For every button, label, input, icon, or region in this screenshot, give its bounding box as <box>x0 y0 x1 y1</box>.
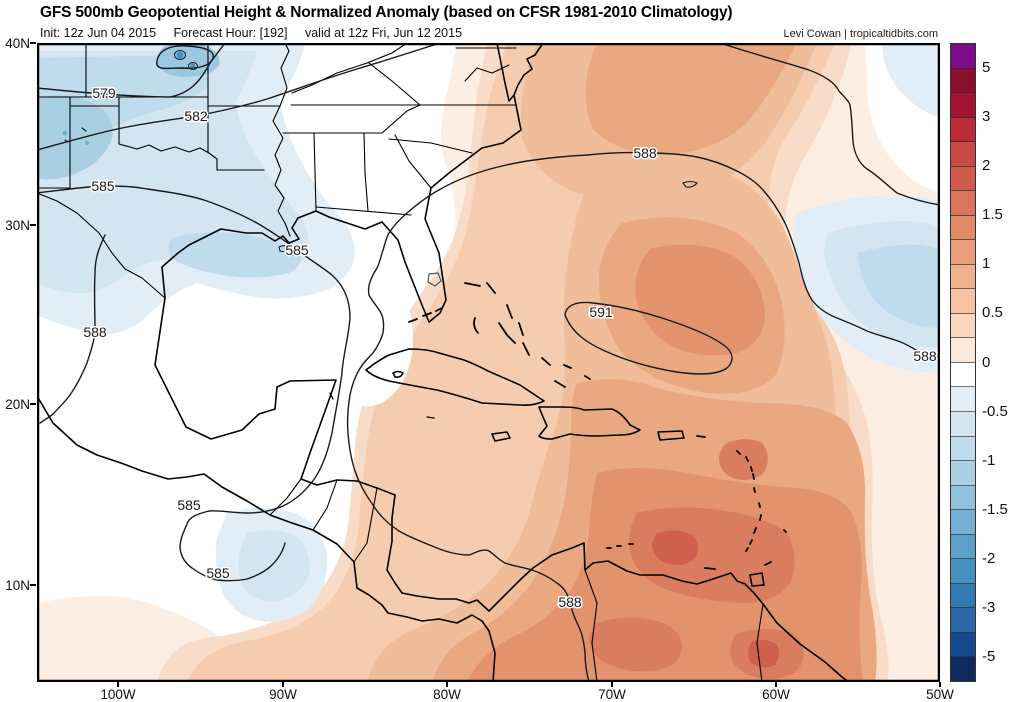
colorbar-segment <box>951 166 975 192</box>
contour-minor-closed <box>64 127 698 253</box>
colorbar-segment <box>951 510 975 535</box>
colorbar-segment <box>951 387 975 412</box>
colorbar-tick-label: -1.5 <box>982 500 1008 518</box>
colorbar-tick-label: 5 <box>982 58 991 76</box>
lon-tick-mark <box>117 682 119 687</box>
weather-map-svg: 579 582 585 585 588 585 585 588 591 588 588 <box>37 43 940 682</box>
colorbar-segment <box>951 264 975 290</box>
colorbar-tick-label: 0.5 <box>982 304 1003 322</box>
lat-tick-mark <box>30 224 36 226</box>
colorbar-tick-label: 2 <box>982 156 991 174</box>
colorbar-tick-label: 0 <box>982 353 991 371</box>
contour-labels: 579 582 585 585 588 585 585 588 591 588 588 <box>82 84 939 612</box>
page-title: GFS 500mb Geopotential Height & Normaliz… <box>40 4 733 21</box>
contour-579 <box>37 43 226 98</box>
lat-tick-mark <box>30 42 36 44</box>
colorbar-tick-label: -5 <box>982 648 996 666</box>
anomaly-colorbar <box>950 43 976 682</box>
colorbar-segment <box>951 583 975 609</box>
colorbar-tick-label: -0.5 <box>982 402 1008 420</box>
colorbar-segment <box>951 436 975 462</box>
contour-value-label: 585 <box>91 178 115 194</box>
contour-591-closed <box>564 301 733 375</box>
colorbar-segment <box>951 93 975 118</box>
lake-okeechobee <box>427 272 442 287</box>
anomaly-shading <box>37 43 940 682</box>
colorbar-segment <box>951 362 975 388</box>
map-border <box>37 43 940 682</box>
contour-value-label: 588 <box>913 348 937 364</box>
contour-588-main <box>346 151 940 682</box>
forecast-hour: Forecast Hour: [192] <box>173 26 288 40</box>
colorbar-tick-label: 1 <box>982 255 991 273</box>
lon-tick-label: 50W <box>926 687 954 702</box>
contour-value-label: 585 <box>177 497 201 513</box>
height-contours <box>37 43 940 682</box>
contour-value-label: 588 <box>558 594 582 610</box>
contour-value-label: 582 <box>184 108 208 124</box>
colorbar-tick-label: -2 <box>982 550 996 568</box>
contour-value-label: 591 <box>589 304 613 320</box>
colorbar-segment <box>951 338 975 363</box>
colorbar-segment <box>951 485 975 511</box>
colorbar-tick-label: -1 <box>982 451 996 469</box>
init-time: Init: 12z Jun 04 2015 <box>40 26 157 40</box>
colorbar-segment <box>951 142 975 167</box>
contour-value-label: 585 <box>285 242 309 258</box>
lon-tick-mark <box>282 682 284 687</box>
contour-588-mexico <box>39 234 106 424</box>
colorbar-tick-label: 1.5 <box>982 206 1003 224</box>
map-canvas: 579 582 585 585 588 585 585 588 591 588 588 <box>37 43 940 682</box>
colorbar-segment <box>951 44 975 69</box>
contour-582 <box>37 43 441 151</box>
lat-tick-label: 20N <box>5 397 30 412</box>
colorbar-segment <box>951 313 975 339</box>
lon-tick-mark <box>939 682 941 687</box>
colorbar-segment <box>951 68 975 94</box>
lat-tick-label: 30N <box>5 218 30 233</box>
colorbar-segment <box>951 608 975 633</box>
state-borders <box>37 43 517 299</box>
contour-579-closed <box>156 45 214 70</box>
colorbar-segment <box>951 461 975 486</box>
lon-tick-mark <box>611 682 613 687</box>
run-info: Init: 12z Jun 04 2015 Forecast Hour: [19… <box>40 26 476 40</box>
island-chains <box>408 282 787 570</box>
colorbar-segment <box>951 215 975 241</box>
colorbar-segment <box>951 191 975 216</box>
lon-tick-label: 100W <box>100 687 136 702</box>
colorbar-segment <box>951 117 975 143</box>
colorbar-segment <box>951 289 975 314</box>
lat-tick-mark <box>30 403 36 405</box>
colorbar-segment <box>951 411 975 437</box>
colorbar-segment <box>951 240 975 265</box>
contour-value-label: 588 <box>83 324 107 340</box>
contour-value-label: 585 <box>206 565 230 581</box>
lon-tick-mark <box>446 682 448 687</box>
credit-text: Levi Cowan | tropicaltidbits.com <box>783 28 938 40</box>
contour-value-label: 588 <box>633 145 657 161</box>
coastlines <box>37 43 850 682</box>
lat-tick-label: 10N <box>5 578 30 593</box>
colorbar-segment <box>951 534 975 560</box>
lat-tick-label: 40N <box>5 36 30 51</box>
colorbar-segment <box>951 559 975 584</box>
colorbar-segment <box>951 632 975 658</box>
contour-588-northeast <box>719 43 940 206</box>
colorbar-segment <box>951 657 975 681</box>
colorbar-tick-label: 3 <box>982 107 991 125</box>
lon-tick-label: 90W <box>269 687 297 702</box>
contour-value-label: 579 <box>92 85 116 101</box>
lat-tick-mark <box>30 584 36 586</box>
contour-585-west <box>37 185 351 582</box>
lon-tick-mark <box>775 682 777 687</box>
lon-tick-label: 70W <box>598 687 626 702</box>
colorbar-tick-label: -3 <box>982 599 996 617</box>
lon-tick-label: 60W <box>762 687 790 702</box>
lon-tick-label: 80W <box>433 687 461 702</box>
valid-time: valid at 12z Fri, Jun 12 2015 <box>304 26 463 40</box>
